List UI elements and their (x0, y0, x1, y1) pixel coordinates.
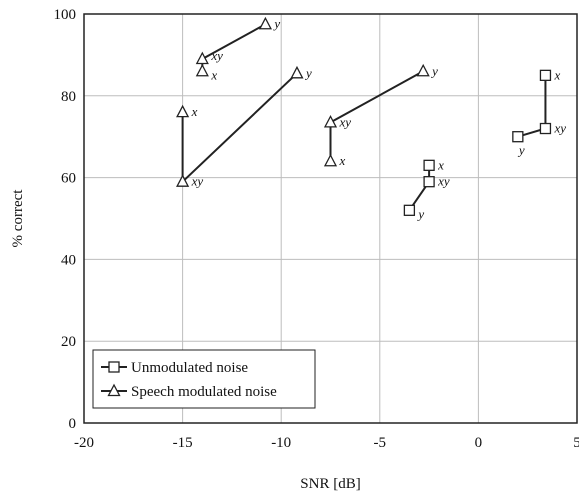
triangle-marker (323, 153, 338, 167)
point-label: x (437, 157, 444, 172)
square-marker (539, 69, 552, 81)
point-labels: x xy y x xy y x xy y x xy y x xy y (191, 16, 567, 221)
x-tick-label: -10 (271, 435, 291, 451)
x-tick-label: 5 (573, 435, 579, 451)
triangle-marker (176, 174, 190, 187)
triangle-marker (290, 65, 304, 79)
point-label: y (304, 65, 312, 80)
point-label: y (272, 16, 280, 31)
y-axis-label: % correct (10, 189, 26, 248)
ticks: -20 -15 -10 -5 0 5 0 20 40 60 80 100 (54, 7, 579, 451)
point-label: x (339, 153, 346, 168)
x-tick-label: -5 (374, 435, 387, 451)
x-axis-label: SNR [dB] (300, 476, 360, 492)
y-tick-label: 60 (61, 171, 76, 187)
triangle-marker (176, 104, 190, 118)
point-label: xy (553, 121, 566, 136)
triangle-marker (195, 51, 209, 65)
point-label: y (517, 143, 525, 158)
legend: Unmodulated noise Speech modulated noise (92, 349, 316, 409)
legend-box (92, 349, 316, 409)
legend-triangle-marker (107, 383, 121, 397)
square-marker (539, 122, 552, 135)
series-line (408, 165, 431, 211)
y-tick-label: 80 (61, 89, 76, 105)
series-lines (181, 23, 547, 211)
point-label: xy (210, 48, 223, 63)
point-label: y (430, 63, 438, 78)
series-line (181, 72, 298, 185)
point-label: x (191, 104, 198, 119)
legend-square-marker (108, 361, 120, 373)
point-label: xy (191, 174, 204, 189)
y-tick-label: 0 (69, 416, 77, 432)
triangle-marker (195, 63, 209, 77)
point-label: xy (339, 114, 352, 129)
triangle-marker (323, 114, 338, 128)
square-marker (423, 176, 435, 188)
y-tick-label: 40 (61, 252, 76, 268)
legend-label: Unmodulated noise (131, 360, 248, 376)
square-marker (512, 131, 524, 143)
y-tick-label: 100 (54, 7, 77, 23)
square-marker (423, 159, 435, 171)
x-tick-label: -20 (74, 435, 94, 451)
legend-label: Speech modulated noise (131, 384, 277, 400)
triangle-marker (258, 16, 272, 30)
series-markers (176, 16, 552, 216)
point-label: xy (437, 174, 450, 189)
plot-area (83, 13, 578, 424)
x-tick-label: 0 (475, 435, 483, 451)
point-label: x (553, 67, 560, 82)
square-marker (403, 204, 416, 216)
point-label: x (210, 67, 217, 82)
triangle-marker (416, 63, 430, 77)
x-tick-label: -15 (173, 435, 193, 451)
point-label: y (416, 206, 424, 221)
y-tick-label: 20 (61, 334, 76, 350)
